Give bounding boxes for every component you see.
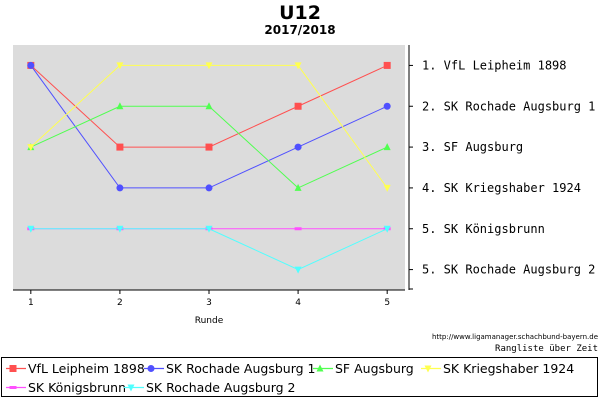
data-point: [27, 61, 35, 69]
data-point: [383, 61, 391, 69]
legend-label: SK Kriegshaber 1924: [443, 361, 575, 376]
legend-swatch: [124, 384, 144, 392]
rank-label: 5. SK Rochade Augsburg 2: [422, 263, 595, 277]
rank-label: 3. SF Augsburg: [422, 140, 523, 154]
rank-label: 2. SK Rochade Augsburg 1: [422, 99, 595, 113]
legend-item: SK Königsbrunn: [5, 379, 126, 396]
series-sk-kriegshaber-1924: [27, 62, 391, 192]
data-point: [424, 365, 432, 373]
series-layer: [27, 61, 391, 274]
data-point: [294, 227, 302, 231]
data-point: [9, 386, 17, 389]
legend-swatch: [313, 364, 333, 372]
legend-item: VfL Leipheim 1898: [5, 360, 145, 377]
legend-item: SF Augsburg: [312, 360, 414, 377]
source-caption: Rangliste über Zeit: [495, 344, 598, 354]
data-point: [127, 384, 135, 392]
source-url: http://www.ligamanager.schachbund-bayern…: [431, 333, 598, 341]
data-point: [205, 143, 213, 151]
x-tick-label: 4: [295, 298, 301, 308]
data-point: [116, 143, 124, 151]
data-point: [383, 102, 391, 110]
data-point: [147, 365, 155, 372]
data-point: [205, 102, 213, 110]
data-point: [205, 184, 213, 192]
data-point: [294, 62, 302, 70]
data-point: [205, 225, 213, 233]
data-point: [294, 183, 302, 191]
x-tick-label: 5: [384, 298, 390, 308]
legend-label: SF Augsburg: [335, 361, 414, 376]
legend-item: SK Rochade Augsburg 1: [143, 360, 316, 377]
data-point: [116, 102, 124, 110]
chart-title: U12: [279, 2, 321, 24]
data-point: [383, 184, 391, 192]
series-sk-rochade-augsburg-1: [27, 61, 391, 192]
x-tick-label: 1: [28, 298, 34, 308]
data-point: [316, 364, 324, 372]
legend: VfL Leipheim 1898 SK Rochade Augsburg 1 SF…: [1, 357, 598, 397]
legend-label: SK Königsbrunn: [28, 380, 127, 395]
series-sk-rochade-augsburg-2: [27, 225, 391, 274]
legend-label: SK Rochade Augsburg 2: [146, 380, 296, 395]
legend-label: SK Rochade Augsburg 1: [166, 361, 316, 376]
legend-label: VfL Leipheim 1898: [28, 361, 145, 376]
legend-item: SK Rochade Augsburg 2: [123, 379, 296, 396]
data-point: [116, 62, 124, 70]
x-axis-label: Runde: [195, 316, 224, 326]
data-point: [383, 225, 391, 233]
data-point: [205, 62, 213, 70]
legend-swatch: [6, 386, 26, 389]
data-point: [383, 143, 391, 151]
data-point: [294, 143, 302, 151]
rank-label: 4. SK Kriegshaber 1924: [422, 181, 581, 195]
data-point: [294, 102, 302, 110]
data-point: [27, 225, 35, 233]
rank-label: 5. SK Königsbrunn: [422, 222, 545, 236]
x-tick-label: 3: [206, 298, 212, 308]
plot-area: [13, 45, 405, 290]
x-tick-label: 2: [117, 298, 123, 308]
data-point: [116, 184, 124, 192]
legend-item: SK Kriegshaber 1924: [420, 360, 574, 377]
x-axis-ticks: 1 2 3 4 5: [28, 290, 390, 308]
rank-label: 1. VfL Leipheim 1898: [422, 58, 567, 72]
legend-swatch: [421, 365, 441, 373]
data-point: [27, 144, 35, 152]
rank-axis: 1. VfL Leipheim 1898 2. SK Rochade Augsbu…: [409, 58, 595, 290]
legend-swatch: [144, 365, 164, 372]
legend-swatch: [6, 365, 26, 372]
chart-subtitle: 2017/2018: [264, 23, 336, 37]
data-point: [9, 365, 17, 372]
data-point: [116, 225, 124, 233]
data-point: [294, 266, 302, 274]
